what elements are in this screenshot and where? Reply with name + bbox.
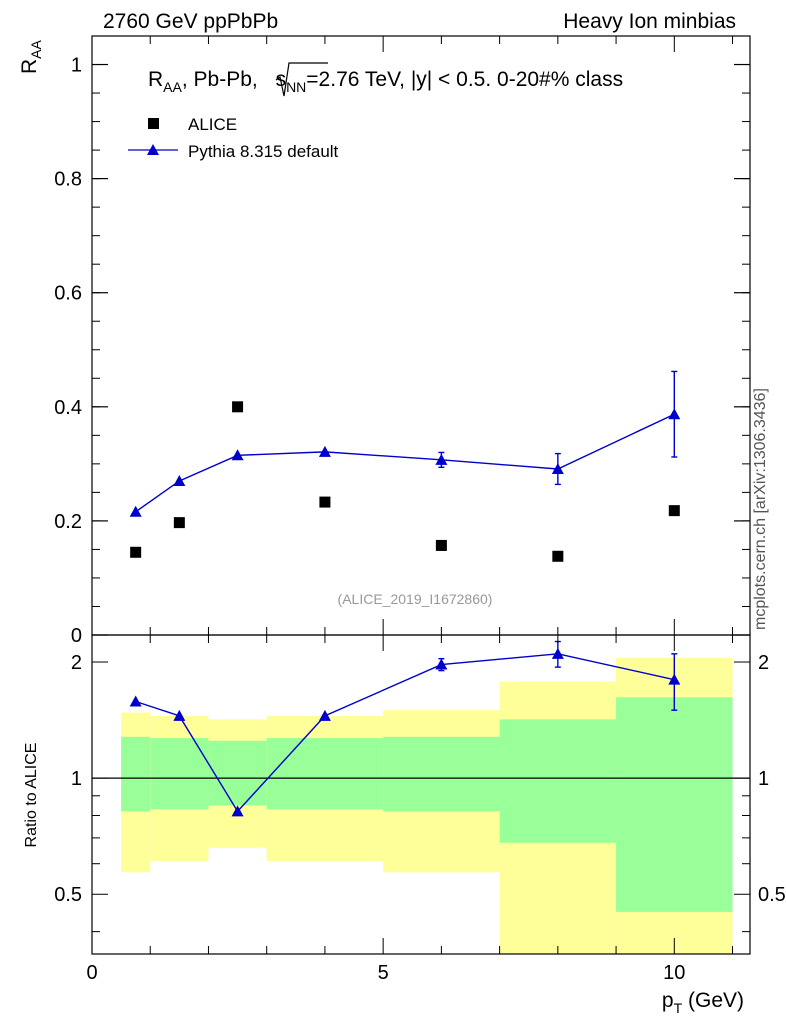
pythia-point: [173, 474, 186, 486]
main-y-tick-label: 0.4: [54, 397, 82, 419]
uncertainty-band-green: [121, 736, 151, 812]
uncertainty-band-green: [208, 740, 267, 806]
uncertainty-band-green: [266, 738, 384, 810]
pythia-point: [435, 453, 448, 465]
pythia-point: [318, 445, 331, 457]
analysis-tag: (ALICE_2019_I1672860): [338, 591, 493, 607]
main-x-axis: [91, 36, 734, 635]
legend-mc-marker: [147, 144, 159, 155]
pythia-point: [551, 462, 564, 474]
uncertainty-band-green: [150, 738, 209, 810]
legend-data-label: ALICE: [188, 115, 237, 134]
alice-data-point: [668, 505, 680, 517]
pythia-point: [129, 505, 142, 517]
ratio-pythia-point: [231, 805, 244, 817]
uncertainty-bands: [121, 657, 733, 954]
ratio-pythia-point: [435, 658, 448, 670]
uncertainty-band-green: [616, 697, 733, 912]
ratio-pythia-point: [129, 695, 142, 707]
x-tick-label: 5: [378, 962, 389, 984]
main-data-series: [130, 401, 680, 562]
ratio-mc-series: [129, 640, 681, 817]
legend-mc-label: Pythia 8.315 default: [188, 142, 339, 161]
legend: ALICE Pythia 8.315 default: [128, 115, 339, 161]
alice-data-point: [435, 539, 447, 551]
ratio-y-axis: 0.5 0.5 1 1 2 2: [54, 652, 786, 933]
main-y-axis: 0 0.2 0.4 0.6 0.8 1: [54, 55, 750, 647]
ratio-y-tick-label-right: 2: [758, 652, 769, 674]
ratio-x-axis: 0 5 10: [86, 635, 734, 984]
ratio-pythia-point: [551, 647, 564, 659]
main-y-tick-label: 1: [71, 55, 82, 77]
pythia-point: [668, 408, 681, 420]
side-label: mcplots.cern.ch [arXiv:1306.3436]: [752, 388, 769, 630]
ratio-pythia-point: [318, 709, 331, 721]
ratio-y-tick-label: 1: [71, 768, 82, 790]
pythia-line: [135, 413, 675, 513]
sqrt-symbol: [275, 62, 328, 97]
alice-data-point: [319, 496, 331, 508]
ratio-y-tick-label-right: 0.5: [758, 884, 786, 906]
alice-data-point: [130, 546, 142, 558]
legend-data-marker: [148, 118, 159, 129]
main-panel: 0 0.2 0.4 0.6 0.8 1 RAA RAA, Pb-Pb, sNN=2.76 …: [18, 35, 751, 647]
alice-data-point: [232, 401, 244, 413]
main-y-tick-label: 0.2: [54, 511, 82, 533]
ratio-y-tick-label: 0.5: [54, 884, 82, 906]
main-y-label: RAA: [18, 39, 44, 74]
ratio-pythia-point: [173, 709, 186, 721]
ratio-y-label: Ratio to ALICE: [23, 743, 40, 848]
alice-data-point: [173, 517, 185, 529]
header-right: Heavy Ion minbias: [563, 10, 736, 33]
ratio-y-tick-label: 2: [71, 652, 82, 674]
ratio-frame: [91, 634, 751, 955]
main-y-tick-label: 0.6: [54, 283, 82, 305]
x-tick-label: 0: [86, 962, 97, 984]
header-left: 2760 GeV ppPbPb: [103, 10, 278, 33]
ratio-y-tick-label-right: 1: [758, 768, 769, 790]
uncertainty-band-green: [499, 719, 617, 843]
main-y-tick-label: 0: [71, 625, 82, 647]
alice-data-point: [552, 550, 564, 562]
main-mc-series: [129, 370, 681, 517]
x-axis-label: pT (GeV): [662, 989, 744, 1016]
main-title: RAA, Pb-Pb, sNN=2.76 TeV, |y| < 0.5. 0-2…: [148, 68, 623, 95]
pythia-point: [231, 449, 244, 461]
uncertainty-band-green: [383, 736, 500, 812]
x-tick-label: 10: [663, 962, 685, 984]
ratio-panel: 0.5 0.5 1 1 2 2 0 5 10 Ratio to ALICE pT (GeV): [23, 634, 786, 1016]
main-y-tick-label: 0.8: [54, 169, 82, 191]
ratio-pythia-point: [668, 673, 681, 685]
